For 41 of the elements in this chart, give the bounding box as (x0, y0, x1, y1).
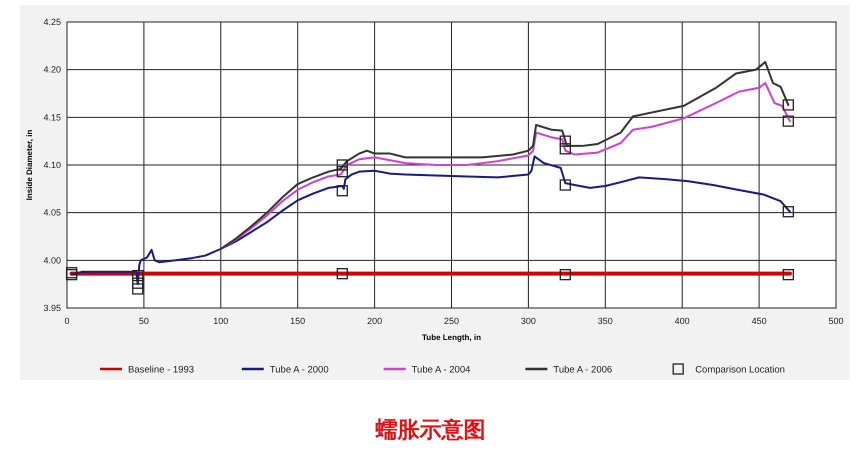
x-tick-label: 0 (64, 316, 70, 326)
text: 蠕胀示意图 (374, 417, 486, 442)
x-tick-label: 300 (520, 316, 536, 326)
point (336, 268, 348, 280)
y-tick-label: 4.00 (43, 255, 61, 266)
point (782, 115, 794, 127)
y-tick-label: 4.25 (43, 17, 61, 27)
x-axis-title: Tube Length, in (422, 333, 482, 342)
point (336, 159, 348, 171)
x-tick-label: 150 (290, 316, 306, 326)
x-tick-label: 400 (674, 316, 690, 326)
y-tick-label: 4.20 (43, 64, 61, 75)
legend-label: Comparison Location (695, 364, 785, 376)
x-tick-label: 200 (367, 316, 382, 326)
x-tick-label: 250 (444, 316, 460, 326)
legend-label: Tube A - 2004 (412, 364, 470, 376)
x-tick-label: 350 (598, 316, 613, 326)
x-tick-label: 500 (828, 316, 844, 326)
point (336, 166, 348, 178)
x-tick-label: 450 (752, 316, 767, 326)
point (560, 179, 571, 191)
point (132, 283, 144, 295)
point (132, 270, 144, 282)
point (782, 206, 794, 218)
legend-label: Tube A - 2000 (270, 364, 329, 376)
legend-label: Baseline - 1993 (128, 364, 194, 376)
point (336, 185, 348, 196)
y-tick-label: 3.95 (43, 303, 61, 313)
y-tick-label: 4.10 (43, 160, 61, 170)
y-tick-label: 4.05 (43, 208, 61, 218)
point (560, 268, 571, 280)
y-tick-label: 4.15 (43, 112, 61, 122)
point (782, 268, 794, 280)
point (782, 99, 794, 111)
point (132, 278, 144, 289)
point (560, 136, 571, 147)
y-axis-title: Inside Diameter, in (25, 130, 34, 200)
x-tick-label: 100 (213, 316, 228, 326)
x-tick-label: 50 (138, 316, 149, 326)
legend-label: Tube A - 2006 (553, 364, 612, 376)
point (560, 143, 571, 154)
